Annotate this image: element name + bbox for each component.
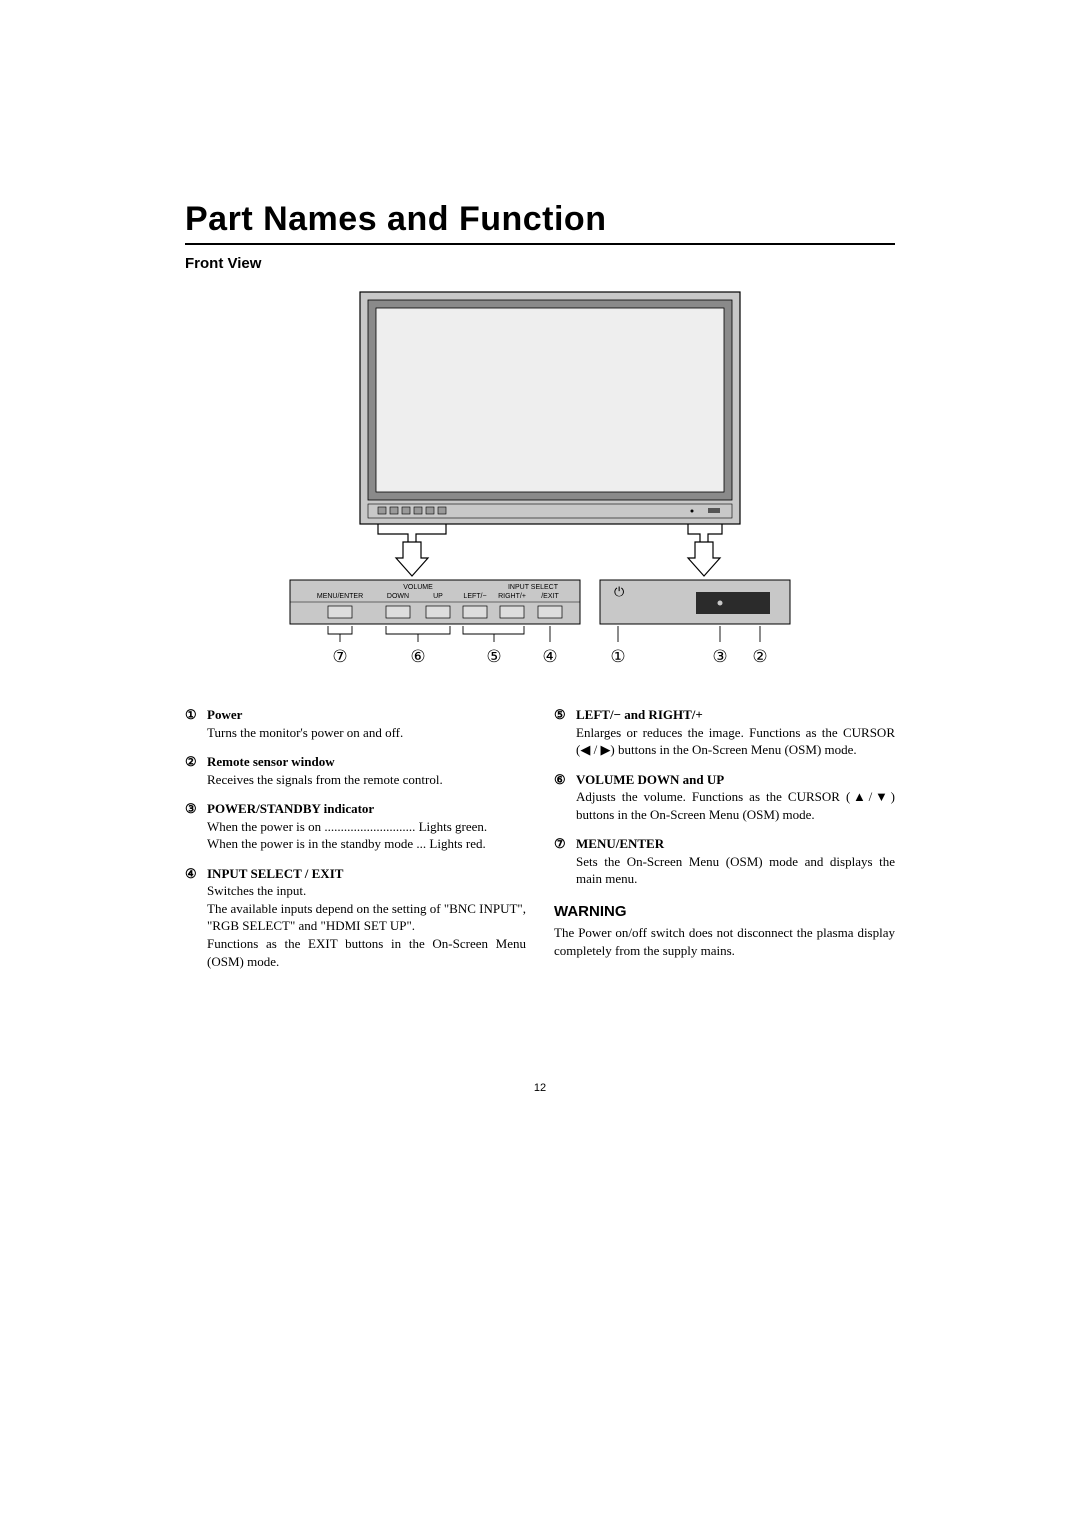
monitor-bottom-strip	[368, 504, 732, 518]
item-title: MENU/ENTER	[576, 835, 664, 853]
svg-text:④: ④	[542, 647, 557, 666]
item-5: ⑤ LEFT/− and RIGHT/+ Enlarges or reduces …	[554, 706, 895, 759]
item-num: ②	[185, 753, 201, 771]
item-3: ③ POWER/STANDBY indicator When the power …	[185, 800, 526, 853]
item-body: Turns the monitor's power on and off.	[207, 724, 526, 742]
item-title: LEFT/− and RIGHT/+	[576, 706, 703, 724]
svg-text:②: ②	[752, 647, 767, 666]
warning-body: The Power on/off switch does not disconn…	[554, 924, 895, 959]
label-left: LEFT/−	[463, 593, 486, 600]
monitor-indicator	[708, 508, 720, 513]
item-body: Sets the On-Screen Menu (OSM) mode and d…	[576, 853, 895, 888]
item-body: Enlarges or reduces the image. Functions…	[576, 724, 895, 759]
item-body: When the power is on ...................…	[207, 818, 526, 853]
right-panel: ⏻	[600, 580, 790, 624]
label-right: RIGHT/+	[498, 593, 526, 600]
callout-lines	[328, 626, 760, 642]
item-num: ③	[185, 800, 201, 818]
monitor-screen	[376, 308, 724, 492]
svg-text:③: ③	[712, 647, 727, 666]
item-title: Power	[207, 706, 242, 724]
item-body: Adjusts the volume. Functions as the CUR…	[576, 788, 895, 823]
left-arrow	[378, 524, 446, 576]
right-arrow	[688, 524, 722, 576]
item-num: ⑦	[554, 835, 570, 853]
page-title: Part Names and Function	[185, 200, 895, 239]
left-panel: VOLUME INPUT SELECT MENU/ENTER DOWN UP L…	[290, 580, 580, 624]
indicator-led	[718, 601, 723, 606]
page-number: 12	[0, 1082, 1080, 1094]
item-title: INPUT SELECT / EXIT	[207, 865, 343, 883]
monitor-sensor-dot	[691, 510, 694, 513]
section-subtitle: Front View	[185, 255, 895, 272]
item-num: ⑥	[554, 771, 570, 789]
svg-text:①: ①	[610, 647, 625, 666]
item-2: ② Remote sensor window Receives the signa…	[185, 753, 526, 788]
label-up: UP	[433, 593, 443, 600]
right-column: ⑤ LEFT/− and RIGHT/+ Enlarges or reduces …	[554, 706, 895, 982]
label-volume: VOLUME	[403, 584, 433, 591]
label-menu: MENU/ENTER	[317, 593, 363, 600]
sensor-window	[696, 592, 770, 614]
label-input: INPUT SELECT	[508, 584, 559, 591]
item-1: ① Power Turns the monitor's power on and …	[185, 706, 526, 741]
item-4: ④ INPUT SELECT / EXIT Switches the input.…	[185, 865, 526, 970]
power-icon: ⏻	[614, 584, 624, 599]
front-view-diagram: VOLUME INPUT SELECT MENU/ENTER DOWN UP L…	[250, 286, 830, 676]
item-title: VOLUME DOWN and UP	[576, 771, 724, 789]
item-7: ⑦ MENU/ENTER Sets the On-Screen Menu (OSM…	[554, 835, 895, 888]
description-columns: ① Power Turns the monitor's power on and …	[185, 706, 895, 982]
title-rule	[185, 243, 895, 245]
label-down: DOWN	[387, 593, 409, 600]
label-exit: /EXIT	[541, 593, 559, 600]
diagram-container: VOLUME INPUT SELECT MENU/ENTER DOWN UP L…	[185, 286, 895, 676]
item-body: Receives the signals from the remote con…	[207, 771, 526, 789]
item-num: ①	[185, 706, 201, 724]
callout-numbers: ⑦ ⑥ ⑤ ④ ① ③ ②	[332, 647, 767, 666]
item-num: ④	[185, 865, 201, 883]
svg-text:⑦: ⑦	[332, 647, 347, 666]
item-body: Switches the input.The available inputs …	[207, 882, 526, 970]
item-title: Remote sensor window	[207, 753, 335, 771]
svg-text:⑥: ⑥	[410, 647, 425, 666]
item-num: ⑤	[554, 706, 570, 724]
item-title: POWER/STANDBY indicator	[207, 800, 374, 818]
warning-heading: WARNING	[554, 902, 895, 922]
item-6: ⑥ VOLUME DOWN and UP Adjusts the volume. …	[554, 771, 895, 824]
left-column: ① Power Turns the monitor's power on and …	[185, 706, 526, 982]
svg-text:⑤: ⑤	[486, 647, 501, 666]
